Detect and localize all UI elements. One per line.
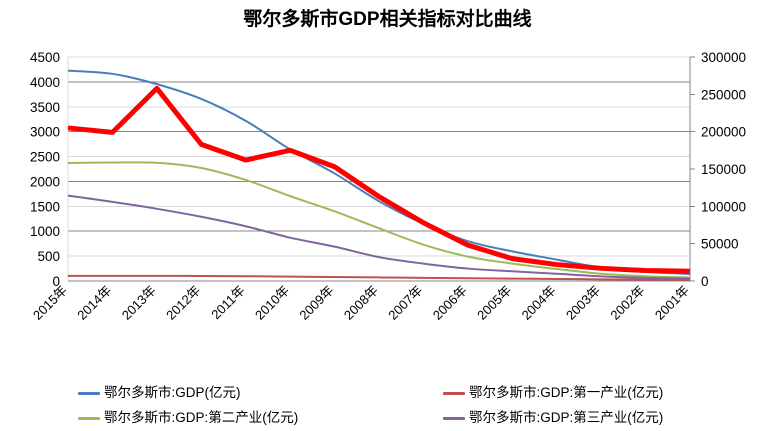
series-line xyxy=(67,194,691,280)
legend-label-gdp: 鄂尔多斯市:GDP(亿元) xyxy=(104,385,241,400)
x-axis-tick-label: 2004年 xyxy=(519,283,559,323)
legend-label-primary-industry: 鄂尔多斯市:GDP:第一产业(亿元) xyxy=(469,385,664,400)
left-axis-tick-label: 3000 xyxy=(30,125,60,140)
right-axis-tick-label: 250000 xyxy=(701,87,746,102)
legend-item-tertiary-industry[interactable]: 鄂尔多斯市:GDP:第三产业(亿元) xyxy=(443,406,663,430)
x-axis-tick-label: 2012年 xyxy=(163,283,203,323)
series-line xyxy=(67,161,691,279)
x-axis-tick-label: 2005年 xyxy=(474,283,514,323)
series-line xyxy=(67,69,691,276)
x-axis-tick-label: 2008年 xyxy=(341,283,381,323)
left-axis-tick-label: 3500 xyxy=(30,100,60,115)
left-axis-tick-label: 2000 xyxy=(30,174,60,189)
x-axis-tick-label: 2007年 xyxy=(385,283,425,323)
series-group xyxy=(67,69,691,281)
series-line xyxy=(67,85,691,274)
x-axis-tick-label: 2006年 xyxy=(430,283,470,323)
legend-item-gdp[interactable]: 鄂尔多斯市:GDP(亿元) xyxy=(78,381,241,405)
left-axis-tick-label: 4500 xyxy=(30,50,60,65)
right-axis-tick-label: 0 xyxy=(701,274,709,289)
x-axis-tick-label: 2003年 xyxy=(563,283,603,323)
legend-swatch-primary-industry xyxy=(443,391,465,395)
x-axis-tick-label: 2014年 xyxy=(74,283,114,323)
x-axis-tick-label: 2015年 xyxy=(30,283,70,323)
left-axis-tick-label: 500 xyxy=(37,249,60,264)
right-axis-tick-label: 100000 xyxy=(701,199,746,214)
series-line xyxy=(67,274,691,281)
legend-item-secondary-industry[interactable]: 鄂尔多斯市:GDP:第二产业(亿元) xyxy=(78,406,298,430)
right-axis-tick-label: 50000 xyxy=(701,237,739,252)
x-axis-tick-label: 2001年 xyxy=(652,283,692,323)
left-axis-tick-label: 1000 xyxy=(30,224,60,239)
chart-legend: 鄂尔多斯市:GDP(亿元) 鄂尔多斯市:GDP:第一产业(亿元) 鄂尔多斯市:G… xyxy=(60,381,760,429)
legend-row: 鄂尔多斯市:GDP(亿元) 鄂尔多斯市:GDP:第一产业(亿元) xyxy=(60,381,760,405)
legend-row: 鄂尔多斯市:GDP:第二产业(亿元) 鄂尔多斯市:GDP:第三产业(亿元) xyxy=(60,406,760,430)
left-axis-tick-label: 4000 xyxy=(30,75,60,90)
right-axis-tick-label: 300000 xyxy=(701,50,746,65)
left-axis-tick-label: 2500 xyxy=(30,150,60,165)
x-axis-tick-label: 2011年 xyxy=(208,283,248,323)
legend-label-secondary-industry: 鄂尔多斯市:GDP:第二产业(亿元) xyxy=(104,410,299,425)
right-axis-tick-label: 200000 xyxy=(701,125,746,140)
legend-swatch-secondary-industry xyxy=(78,416,100,420)
x-axis-tick-label: 2009年 xyxy=(296,283,336,323)
right-axis-tick-label: 150000 xyxy=(701,162,746,177)
legend-label-tertiary-industry: 鄂尔多斯市:GDP:第三产业(亿元) xyxy=(469,410,664,425)
x-axis-tick-label: 2010年 xyxy=(252,283,292,323)
left-axis-tick-label: 0 xyxy=(52,274,60,289)
legend-item-primary-industry[interactable]: 鄂尔多斯市:GDP:第一产业(亿元) xyxy=(443,381,663,405)
chart-title: 鄂尔多斯市GDP相关指标对比曲线 xyxy=(243,9,532,30)
legend-swatch-gdp xyxy=(78,391,100,395)
x-axis-tick-label: 2002年 xyxy=(607,283,647,323)
x-axis-tick-label: 2013年 xyxy=(119,283,159,323)
left-axis-tick-label: 1500 xyxy=(30,199,60,214)
legend-swatch-tertiary-industry xyxy=(443,416,465,420)
